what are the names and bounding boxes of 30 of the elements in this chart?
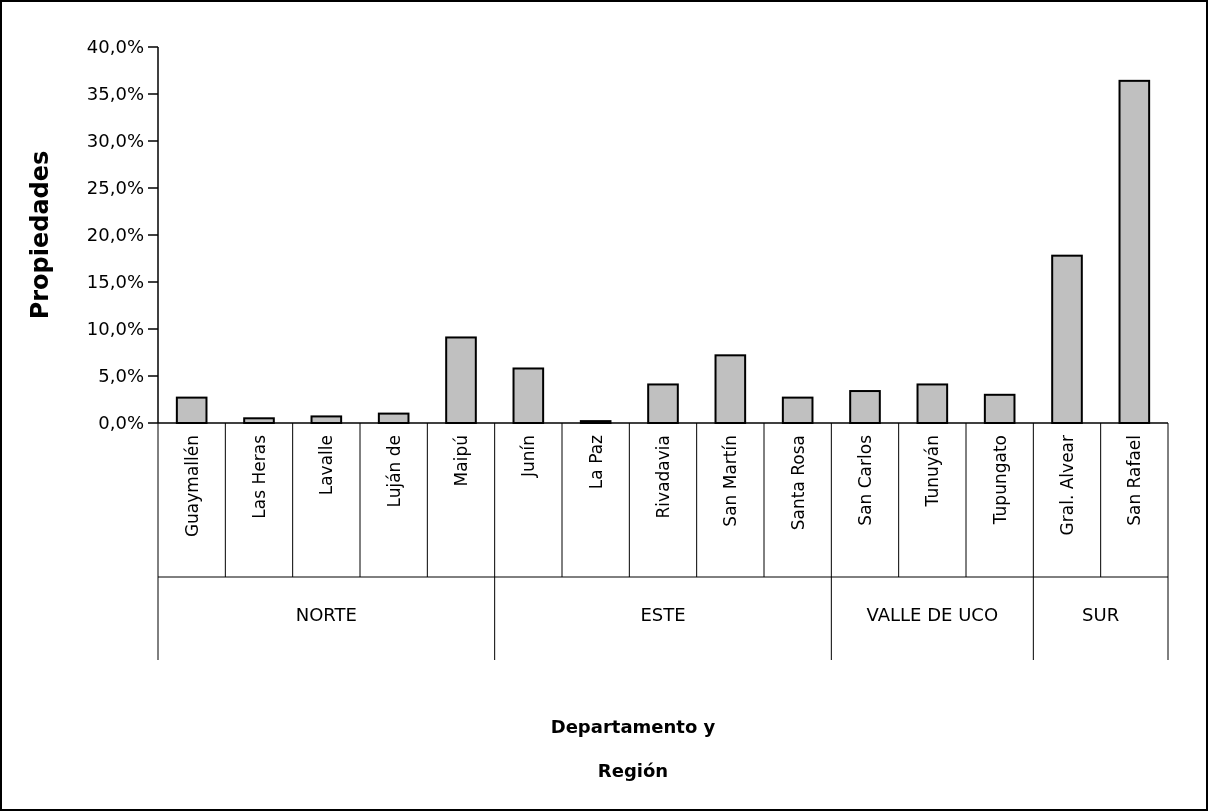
text: NORTE [295,604,357,626]
x-tick-label: Luján de [383,435,404,508]
y-tick-label: 0,0% [98,412,144,434]
y-axis-title: Propiedades [26,150,55,320]
x-tick-label: San Rafael [1124,435,1145,526]
y-tick-label: 5,0% [98,365,144,387]
y-tick-label: 20,0% [86,224,144,246]
x-tick-label: Guaymallén [181,435,202,538]
x-tick-label: Maipú [450,435,471,487]
x-tick-label: Santa Rosa [787,435,808,531]
y-tick-label: 10,0% [86,318,144,340]
x-tick-label: Gral. Alvear [1056,434,1077,536]
text: SUR [1082,604,1120,626]
x-tick-label: Junín [518,435,539,479]
text: ESTE [640,604,686,626]
y-tick-label: 40,0% [86,36,144,58]
y-tick-label: 35,0% [86,83,144,105]
x-tick-label: Las Heras [248,434,269,519]
x-tick-label: La Paz [585,434,606,490]
text: VALLE DE UCO [866,604,999,626]
x-tick-label: Lavalle [316,435,337,496]
text: Departamento y Región [550,716,716,782]
x-tick-label: Rivadavia [652,435,673,519]
x-tick-label: San Carlos [854,434,875,526]
x-tick-label: Tupungato [989,435,1010,526]
y-tick-label: 25,0% [86,177,144,199]
y-tick-label: 15,0% [86,271,144,293]
y-tick-label: 30,0% [86,130,144,152]
x-tick-label: Tunuyán [922,435,943,508]
x-tick-label: San Martín [720,435,741,527]
